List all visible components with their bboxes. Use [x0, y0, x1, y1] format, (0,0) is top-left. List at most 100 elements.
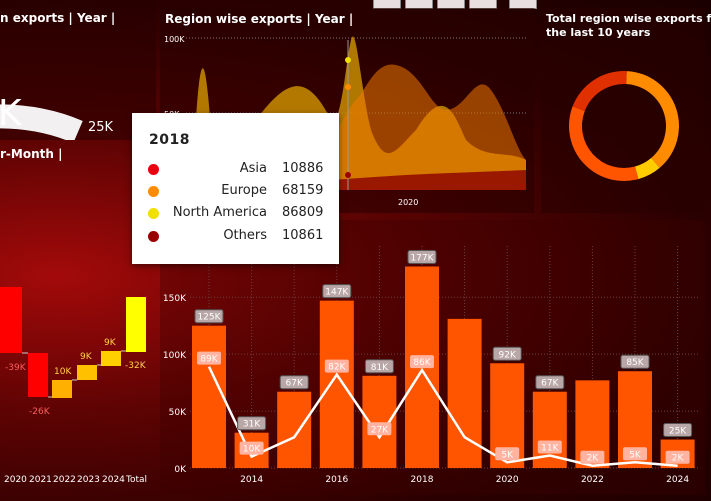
waterfall-bar-2022 — [52, 380, 72, 398]
tooltip-row-north-america: North America 86809 — [132, 204, 339, 224]
tooltip-year: 2018 — [149, 132, 190, 148]
gauge-arc — [0, 104, 83, 140]
line-series — [207, 366, 678, 467]
tooltip-row-asia: Asia 10886 — [132, 160, 339, 180]
waterfall-bar-2021 — [28, 353, 48, 397]
line-data-label: 10K — [243, 445, 261, 455]
bar-label-box — [364, 359, 394, 374]
waterfall-bar-2024 — [101, 351, 121, 366]
bar-data-label: 92K — [499, 350, 517, 360]
bar-label-box — [194, 309, 224, 324]
bar-label-box — [237, 416, 267, 431]
donut-segment[interactable] — [626, 71, 679, 168]
tooltip-value: 10861 — [282, 228, 324, 243]
waterfall-bar-total — [126, 297, 146, 352]
line-label-box — [367, 422, 392, 436]
gauge-title: n exports | Year | — [0, 11, 116, 25]
y-tick-label: 150K — [163, 294, 187, 304]
bar-label-box — [535, 375, 565, 390]
x-tick-label: 2014 — [240, 475, 263, 485]
x-tick-label: 2024 — [666, 475, 689, 485]
gauge-chart: K 25K — [0, 93, 114, 140]
bar-data-label: 177K — [410, 253, 434, 263]
y-tick-label: 100K — [163, 351, 187, 361]
tooltip-dot — [148, 164, 159, 175]
y-tick-label: 50K — [169, 408, 187, 418]
bar-label-box — [620, 354, 650, 369]
bar-data-label: 147K — [325, 288, 349, 298]
x-tick-label: 2022 — [581, 475, 604, 485]
tooltip-region: Asia — [239, 161, 267, 176]
bar-label-box — [279, 375, 309, 390]
area-chart-title: Region wise exports | Year | — [165, 12, 354, 26]
line-label-box — [537, 440, 562, 454]
tooltip-value: 68159 — [282, 183, 324, 198]
x-tick-label: 2020 — [496, 475, 519, 485]
tooltip-region: North America — [172, 205, 267, 220]
waterfall-bar-2023 — [77, 365, 97, 380]
bar-2016[interactable] — [319, 300, 354, 468]
bar-label-box — [407, 249, 437, 264]
x-tick-label: 2018 — [411, 475, 434, 485]
waterfall-label: -26K — [29, 407, 51, 417]
waterfall-label: 10K — [54, 367, 72, 377]
donut-segment[interactable] — [569, 106, 639, 181]
waterfall-bar-2020 — [0, 287, 22, 353]
area-hover-point — [345, 172, 351, 178]
bar-data-label: 125K — [197, 313, 221, 323]
tooltip-dot — [148, 186, 159, 197]
line-label-box — [580, 450, 605, 464]
waterfall-title: r-Month | — [0, 147, 63, 161]
bar-label-box — [663, 423, 693, 438]
waterfall-label: 9K — [104, 338, 117, 348]
tooltip: 2018 Asia 10886 Europe 68159 North Ameri… — [132, 113, 339, 264]
bar-2015[interactable] — [277, 391, 312, 468]
line-label-box — [410, 355, 434, 369]
line-data-label: 27K — [371, 425, 389, 435]
line-data-label: 5K — [501, 450, 514, 460]
donut-title-line2: the last 10 years — [546, 26, 651, 39]
bar-data-label: 67K — [286, 379, 304, 389]
line-label-box — [239, 441, 264, 455]
x-tick-label: 2016 — [325, 475, 348, 485]
waterfall-category: Total — [125, 475, 147, 485]
bar-2013[interactable] — [192, 325, 226, 468]
bar-data-label: 25K — [669, 427, 687, 437]
tooltip-row-others: Others 10861 — [132, 227, 339, 247]
waterfall-category: 2022 — [53, 475, 76, 485]
waterfall-label: -32K — [125, 361, 147, 371]
donut-title-line1: Total region wise exports for — [546, 12, 711, 25]
line-data-label: 5K — [629, 450, 642, 460]
area-hover-point — [345, 57, 351, 63]
bar-data-label: 31K — [243, 420, 261, 430]
waterfall-label: 9K — [80, 352, 93, 362]
gauge-max-label: 25K — [88, 120, 114, 135]
y-tick-label: 0K — [174, 465, 187, 475]
waterfall-category: 2024 — [102, 475, 125, 485]
tooltip-value: 10886 — [282, 161, 324, 176]
line-data-label: 2K — [672, 454, 685, 464]
tooltip-dot — [148, 208, 159, 219]
line-data-label: 86K — [413, 358, 431, 368]
donut-chart — [569, 71, 679, 181]
area-y-tick: 100K — [164, 35, 185, 44]
line-data-label: 2K — [587, 454, 600, 464]
bar-label-box — [322, 284, 352, 299]
tooltip-dot — [148, 231, 159, 242]
bar-data-label: 67K — [541, 379, 559, 389]
area-x-label: 2020 — [398, 198, 418, 207]
tooltip-region: Others — [223, 228, 267, 243]
line-label-box — [623, 447, 647, 461]
waterfall-category: 2021 — [29, 475, 52, 485]
waterfall-label: -39K — [5, 363, 27, 373]
donut-segment[interactable] — [634, 158, 660, 180]
line-data-label: 11K — [541, 443, 559, 453]
bar-data-label: 81K — [371, 363, 389, 373]
gauge-panel: n exports | Year | K 25K — [0, 0, 156, 140]
donut-segment[interactable] — [572, 71, 627, 112]
waterfall-category: 2020 — [4, 475, 27, 485]
tooltip-row-europe: Europe 68159 — [132, 182, 339, 202]
waterfall-chart: -39K -26K 10K 9K 9K -32K 2020 2021 2022 … — [0, 287, 147, 485]
waterfall-category: 2023 — [77, 475, 100, 485]
